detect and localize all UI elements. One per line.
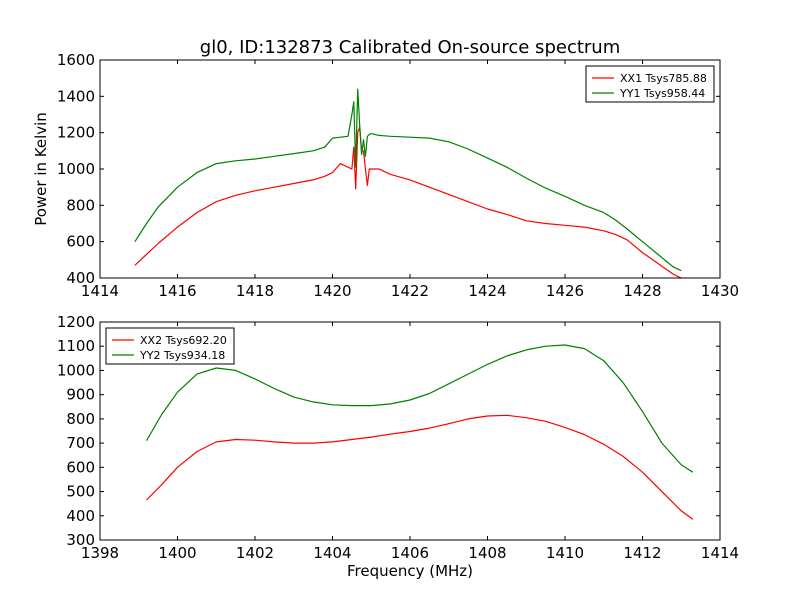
series-line-0-0 [134, 126, 682, 279]
y-tick-label: 1000 [57, 361, 95, 379]
y-tick-label: 700 [66, 434, 95, 452]
x-tick-label: 1418 [236, 282, 274, 300]
y-tick-label: 800 [66, 196, 95, 214]
legend-box [105, 327, 235, 365]
y-tick-label: 400 [66, 269, 95, 287]
x-tick-label: 1426 [546, 282, 584, 300]
y-tick-label: 1200 [57, 124, 95, 142]
y-tick-label: 800 [66, 410, 95, 428]
x-tick-label: 1416 [158, 282, 196, 300]
series-line-1-1 [145, 344, 694, 473]
x-tick-label: 1412 [623, 544, 661, 562]
legend-label: XX1 Tsys785.88 [620, 72, 707, 85]
legend-box [585, 65, 715, 103]
chart-title: gl0, ID:132873 Calibrated On-source spec… [200, 37, 620, 58]
x-tick-label: 1430 [701, 282, 739, 300]
y-tick-label: 600 [66, 233, 95, 251]
y-tick-label: 300 [66, 531, 95, 549]
x-tick-label: 1398 [81, 544, 119, 562]
bottom-panel: 1398 1400 1402 1404 1406 1408 1410 1412 1414 300 4… [57, 313, 739, 580]
x-tick-label: 1428 [623, 282, 661, 300]
y-tick-label: 1000 [57, 160, 95, 178]
x-tick-label: 1424 [468, 282, 506, 300]
top-panel: 1414 1416 1418 1420 1422 1424 1426 1428 1430 400 6… [32, 37, 739, 300]
x-tick-label: 1414 [701, 544, 739, 562]
y-tick-label: 1400 [57, 87, 95, 105]
y-tick-label: 1200 [57, 313, 95, 331]
y-tick-label: 1100 [57, 337, 95, 355]
x-tick-label: 1400 [158, 544, 196, 562]
y-tick-label: 500 [66, 483, 95, 501]
x-tick-label: 1404 [313, 544, 351, 562]
series-line-0-1 [134, 88, 682, 272]
x-tick-label: 1406 [391, 544, 429, 562]
y-tick-label: 400 [66, 507, 95, 525]
y-tick-label: 900 [66, 386, 95, 404]
legend: XX2 Tsys692.20 YY2 Tsys934.18 [105, 327, 235, 365]
y-tick-label: 1600 [57, 51, 95, 69]
legend-label: YY1 Tsys958.44 [619, 87, 705, 100]
x-tick-label: 1422 [391, 282, 429, 300]
legend-label: XX2 Tsys692.20 [140, 334, 227, 347]
x-tick-label: 1408 [468, 544, 506, 562]
series-line-1-0 [146, 414, 694, 520]
legend-label: YY2 Tsys934.18 [139, 349, 225, 362]
legend: XX1 Tsys785.88 YY1 Tsys958.44 [585, 65, 715, 103]
x-tick-label: 1420 [313, 282, 351, 300]
x-tick-label: 1410 [546, 544, 584, 562]
x-tick-label: 1414 [81, 282, 119, 300]
x-tick-label: 1402 [236, 544, 274, 562]
y-axis-label: Power in Kelvin [32, 112, 50, 226]
y-tick-label: 600 [66, 458, 95, 476]
x-axis-label: Frequency (MHz) [347, 562, 473, 580]
